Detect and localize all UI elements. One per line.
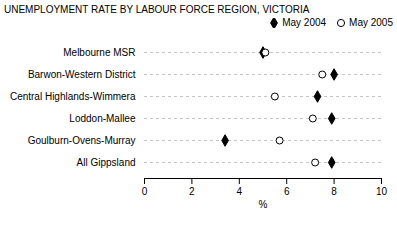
svg-text:%: % xyxy=(259,199,268,210)
svg-text:Central Highlands-Wimmera: Central Highlands-Wimmera xyxy=(10,91,136,102)
html-text:May 2004: May 2004 xyxy=(282,17,327,28)
svg-text:10: 10 xyxy=(376,186,388,197)
svg-text:Melbourne MSR: Melbourne MSR xyxy=(63,47,135,58)
svg-text:0: 0 xyxy=(142,186,148,197)
svg-text:2: 2 xyxy=(189,186,195,197)
svg-text:All Gippsland: All Gippsland xyxy=(77,157,136,168)
svg-text:Goulburn-Ovens-Murray: Goulburn-Ovens-Murray xyxy=(28,135,136,146)
html-text:UNEMPLOYMENT RATE BY LABOUR FO: UNEMPLOYMENT RATE BY LABOUR FORCE REGION… xyxy=(4,4,310,15)
svg-text:4: 4 xyxy=(237,186,243,197)
svg-text:6: 6 xyxy=(284,186,290,197)
svg-text:Loddon-Mallee: Loddon-Mallee xyxy=(69,113,136,124)
html-text:May 2005: May 2005 xyxy=(349,17,393,28)
svg-text:8: 8 xyxy=(331,186,337,197)
svg-text:Barwon-Western District: Barwon-Western District xyxy=(28,69,136,80)
